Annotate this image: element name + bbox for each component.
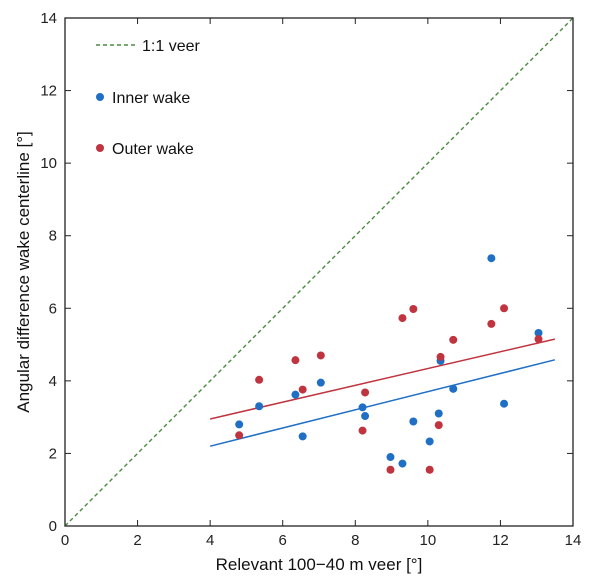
data-point-outer-wake <box>436 352 445 361</box>
reference-line-layer <box>64 17 574 527</box>
y-tick-label: 0 <box>49 518 57 535</box>
y-tick-label: 10 <box>40 155 57 172</box>
x-axis-title: Relevant 100−40 m veer [°] <box>216 555 423 574</box>
data-point-outer-wake <box>298 385 307 394</box>
data-point-inner-wake <box>291 390 300 399</box>
y-tick-label: 8 <box>49 228 57 245</box>
data-point-outer-wake <box>358 426 367 435</box>
data-point-inner-wake <box>487 254 496 263</box>
data-point-outer-wake <box>398 314 407 323</box>
data-point-inner-wake <box>409 417 418 426</box>
data-point-outer-wake <box>316 351 325 360</box>
data-point-outer-wake <box>487 319 496 328</box>
data-point-outer-wake <box>409 305 418 314</box>
data-point-outer-wake <box>534 335 543 344</box>
data-point-inner-wake <box>449 384 458 393</box>
data-point-inner-wake <box>358 403 367 412</box>
y-tick-label: 2 <box>49 445 57 462</box>
x-tick-label: 8 <box>351 532 359 549</box>
x-tick-label: 10 <box>420 532 437 549</box>
fit-line-layer <box>209 338 556 447</box>
legend-label-reference-line: 1:1 veer <box>142 38 200 55</box>
data-point-outer-wake <box>434 421 443 430</box>
data-point-inner-wake <box>255 402 264 411</box>
x-tick-label: 14 <box>565 532 582 549</box>
y-tick-label: 4 <box>49 373 57 390</box>
data-point-inner-wake <box>534 328 543 337</box>
data-point-inner-wake <box>316 378 325 387</box>
data-point-layer <box>235 254 543 474</box>
data-point-outer-wake <box>255 375 264 384</box>
y-tick-label: 6 <box>49 300 57 317</box>
y-axis-title: Angular difference wake centerline [°] <box>14 131 33 412</box>
axes-layer: 0 2 4 6 8 10 12 14 0 2 4 6 8 10 12 14 <box>40 10 581 549</box>
plot-frame <box>64 17 574 527</box>
data-point-inner-wake <box>386 453 395 462</box>
data-point-inner-wake <box>298 432 307 441</box>
data-point-inner-wake <box>398 459 407 468</box>
legend-label-outer-wake: Outer wake <box>112 141 194 158</box>
x-tick-label: 4 <box>206 532 214 549</box>
x-tick-label: 6 <box>279 532 287 549</box>
data-point-outer-wake <box>425 465 434 474</box>
legend-swatch-inner-wake <box>96 93 104 101</box>
reference-line-1-1 <box>64 17 574 527</box>
legend-swatch-outer-wake <box>96 144 104 152</box>
x-tick-label: 0 <box>61 532 69 549</box>
y-tick-label: 12 <box>40 83 57 100</box>
data-point-outer-wake <box>500 304 509 313</box>
plot-border <box>64 17 574 527</box>
legend: 1:1 veer Inner wake Outer wake <box>96 38 200 158</box>
x-tick-label: 12 <box>492 532 509 549</box>
data-point-inner-wake <box>434 409 443 418</box>
y-tick-label: 14 <box>40 10 57 27</box>
data-point-inner-wake <box>235 420 244 429</box>
data-point-outer-wake <box>235 431 244 440</box>
legend-label-inner-wake: Inner wake <box>112 90 190 107</box>
x-tick-label: 2 <box>133 532 141 549</box>
data-point-inner-wake <box>500 399 509 408</box>
data-point-outer-wake <box>291 356 300 365</box>
data-point-outer-wake <box>361 388 370 397</box>
data-point-outer-wake <box>449 335 458 344</box>
fit-line-inner-wake <box>209 359 556 447</box>
data-point-inner-wake <box>425 437 434 446</box>
data-point-outer-wake <box>386 465 395 474</box>
data-point-inner-wake <box>361 412 370 421</box>
fit-line-outer-wake <box>209 338 556 420</box>
